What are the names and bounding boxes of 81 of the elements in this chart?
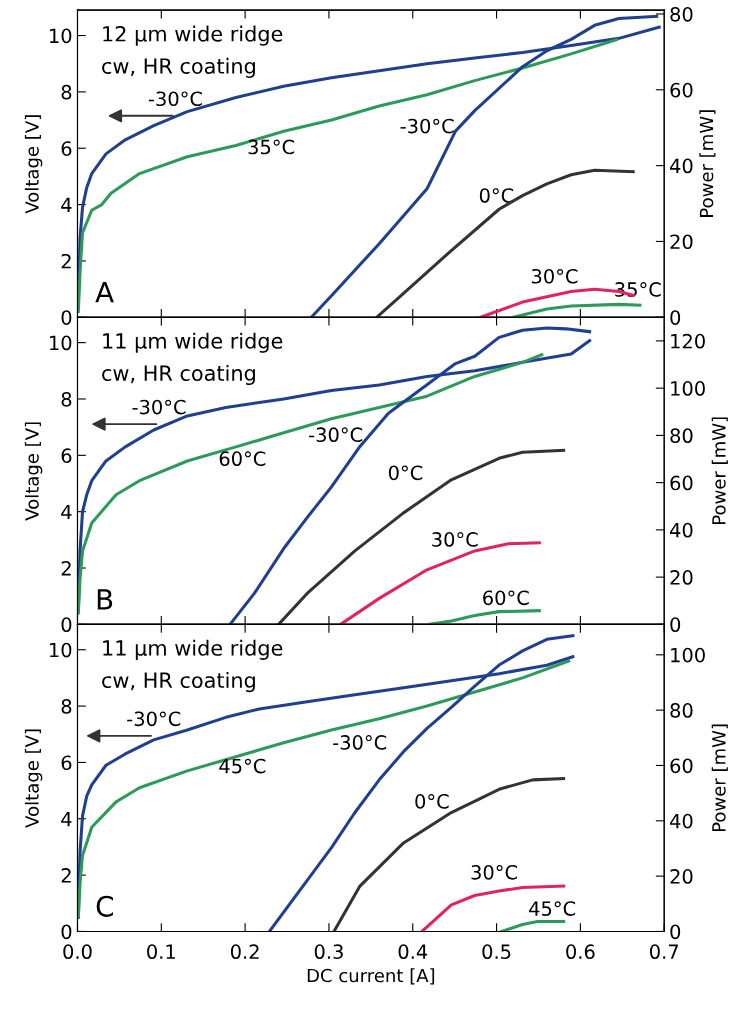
y2-tick-label: 120 [671,333,705,349]
x-tick-label: 0.4 [398,944,428,960]
y2-tick-label: 20 [670,869,693,884]
line-series [277,448,566,625]
y-tick-label: 0 [61,310,72,325]
annotation: cw, HR coating [102,57,255,78]
y-tick-label: 4 [61,197,72,212]
annotation: 12 μm wide ridge [103,25,283,46]
annotation: B [97,589,113,610]
annotation: -30°C [309,427,363,443]
annotation: 30°C [471,864,518,880]
y2-tick-label: 60 [670,82,693,98]
y-tick-label: 6 [61,141,72,156]
annotation: 45°C [219,758,266,774]
y2-tick-label: 80 [670,6,693,22]
annotation: 0°C [479,188,514,203]
y-tick-label: 0 [61,617,72,633]
y2-tick-label: 80 [670,428,693,444]
y-tick-label: 8 [61,391,72,407]
y-tick-label: 2 [61,868,71,883]
y2-tick-label: 60 [670,758,693,774]
y-axis-title: Voltage [V] [24,115,43,214]
y-tick-label: 10 [50,642,72,658]
annotation: 45°C [529,901,576,916]
x-tick-label: 0.6 [566,944,595,960]
annotation: -30°C [132,399,186,415]
y-tick-label: 4 [61,504,72,520]
annotation: -30°C [333,735,387,750]
annotation: 35°C [615,282,661,297]
x-tick-label: 0.1 [147,944,175,960]
annotation: A [95,282,114,303]
y2-tick-label: 0 [670,617,681,633]
annotation: 35°C [248,139,295,155]
y-tick-label: 10 [50,28,72,44]
line-series [511,302,642,318]
x-tick-label: 0.3 [314,944,343,960]
x-tick-label: 0.7 [650,944,678,960]
y-tick-label: 6 [61,448,72,463]
y2-tick-label: 40 [670,158,693,174]
line-series [427,609,541,625]
y2-tick-label: 60 [670,475,693,491]
y2-tick-label: 40 [670,522,693,538]
y-tick-label: 2 [61,560,71,576]
y-tick-label: 6 [61,755,72,771]
y-tick-label: 10 [50,335,72,351]
y-axis-title: Voltage [V] [24,422,43,521]
y-tick-label: 8 [61,84,72,100]
y-tick-label: 0 [61,924,72,940]
y2-axis-title: Power [mW] [711,417,728,524]
annotation: 0°C [388,465,423,481]
y2-tick-label: 20 [670,570,693,585]
annotation: C [96,895,113,917]
annotation: 60°C [483,590,529,606]
y2-tick-label: 100 [671,381,705,396]
y-tick-label: 2 [61,253,71,269]
y2-tick-label: 20 [670,234,693,250]
y2-tick-label: 100 [671,647,705,663]
annotation: -30°C [400,118,454,134]
y2-tick-label: 0 [670,310,681,325]
y2-tick-label: 0 [670,924,681,940]
annotation: -30°C [148,91,202,107]
y2-tick-label: 80 [670,703,693,718]
x-tick-label: 0.5 [482,944,511,960]
annotation: 0°C [415,794,449,809]
annotation: cw, HR coating [102,364,255,386]
y-tick-label: 8 [61,699,72,714]
x-tick-label: 0.2 [230,944,259,960]
y-tick-label: 4 [61,811,72,827]
annotation: 30°C [432,532,478,547]
y2-axis-title: Power [mW] [711,724,728,832]
annotation: 11 μm wide ridge [103,639,283,660]
x-tick-label: 0.0 [63,944,92,960]
annotation: -30°C [127,711,181,727]
y2-tick-label: 40 [670,813,693,829]
y-axis-title: Voltage [V] [24,729,43,828]
y2-axis-title: Power [mW] [699,110,716,217]
annotation: 11 μm wide ridge [103,332,283,353]
annotation: 60°C [219,451,266,467]
annotation: 30°C [531,268,578,284]
annotation: cw, HR coating [102,671,255,693]
x-axis-title: DC current [A] [307,968,435,985]
